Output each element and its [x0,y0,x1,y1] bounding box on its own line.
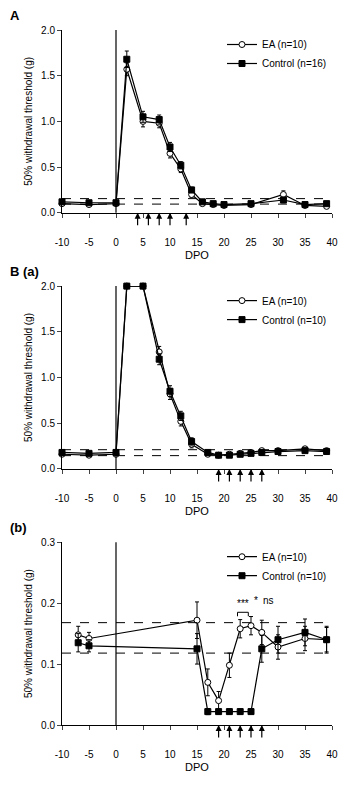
svg-text:B (a): B (a) [10,264,39,279]
svg-text:0.0: 0.0 [41,207,55,218]
svg-text:-5: -5 [85,237,94,248]
svg-text:0: 0 [113,749,119,760]
svg-text:40: 40 [326,493,338,504]
svg-text:20: 20 [218,493,230,504]
svg-text:25: 25 [245,749,257,760]
svg-text:Control (n=10): Control (n=10) [262,315,326,326]
svg-text:1.5: 1.5 [41,70,55,81]
svg-text:DPO: DPO [185,249,209,261]
svg-text:0.1: 0.1 [41,659,55,670]
svg-text:EA (n=10): EA (n=10) [262,39,307,50]
svg-text:2.0: 2.0 [41,25,55,36]
svg-text:50% withdrawal threshold (g): 50% withdrawal threshold (g) [23,313,34,442]
svg-text:DPO: DPO [185,505,209,517]
svg-text:25: 25 [245,237,257,248]
svg-text:10: 10 [164,493,176,504]
svg-text:5: 5 [140,493,146,504]
svg-text:0: 0 [113,237,119,248]
svg-text:50% withdrawal threshold (g): 50% withdrawal threshold (g) [23,57,34,186]
svg-text:Control (n=10): Control (n=10) [262,571,326,582]
svg-text:DPO: DPO [185,761,209,773]
svg-text:25: 25 [245,493,257,504]
svg-text:*: * [254,595,258,606]
svg-text:0.3: 0.3 [41,537,55,548]
svg-text:EA (n=10): EA (n=10) [262,552,307,563]
svg-text:0.0: 0.0 [41,720,55,731]
svg-text:10: 10 [164,749,176,760]
svg-text:-10: -10 [55,493,70,504]
svg-text:35: 35 [299,493,311,504]
svg-text:30: 30 [272,749,284,760]
svg-text:0.2: 0.2 [41,598,55,609]
svg-text:35: 35 [299,749,311,760]
svg-text:5: 5 [140,749,146,760]
svg-text:2.0: 2.0 [41,281,55,292]
svg-text:5: 5 [140,237,146,248]
svg-text:1.5: 1.5 [41,326,55,337]
svg-text:0.0: 0.0 [41,463,55,474]
svg-text:40: 40 [326,237,338,248]
svg-text:30: 30 [272,237,284,248]
svg-text:1.0: 1.0 [41,372,55,383]
svg-text:-5: -5 [85,749,94,760]
svg-text:1.0: 1.0 [41,116,55,127]
svg-text:A: A [10,8,20,23]
svg-text:0: 0 [113,493,119,504]
svg-text:ns: ns [263,595,274,606]
svg-text:35: 35 [299,237,311,248]
svg-text:0.5: 0.5 [41,162,55,173]
svg-text:30: 30 [272,493,284,504]
svg-text:15: 15 [191,237,203,248]
svg-text:15: 15 [191,749,203,760]
svg-text:40: 40 [326,749,338,760]
svg-text:-10: -10 [55,749,70,760]
svg-text:Control (n=16): Control (n=16) [262,58,326,69]
svg-text:-10: -10 [55,237,70,248]
svg-text:***: *** [237,598,249,609]
svg-text:20: 20 [218,749,230,760]
svg-text:50% withdrawal threshold (g): 50% withdrawal threshold (g) [23,569,34,698]
svg-text:-5: -5 [85,493,94,504]
svg-text:0.5: 0.5 [41,418,55,429]
svg-text:10: 10 [164,237,176,248]
svg-text:EA (n=10): EA (n=10) [262,296,307,307]
svg-text:(b): (b) [10,520,27,535]
svg-text:15: 15 [191,493,203,504]
svg-text:20: 20 [218,237,230,248]
